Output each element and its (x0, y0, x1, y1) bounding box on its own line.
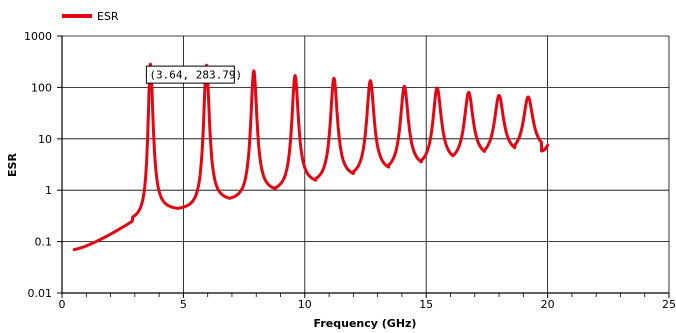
x-ticks: 0 5 10 15 20 25 (59, 298, 676, 311)
legend: ESR (62, 10, 119, 23)
y-tick-label: 1 (45, 184, 52, 197)
y-tick-label: 1000 (24, 30, 52, 43)
x-axis-title: Frequency (GHz) (314, 317, 417, 330)
y-tick-label: 10 (38, 133, 52, 146)
esr-series-line (72, 62, 550, 252)
data-point-annotation: (3.64, 283.79) (145, 65, 242, 84)
y-tick-label: 0.01 (28, 287, 53, 300)
x-tick-label: 10 (298, 298, 312, 311)
x-tick-label: 15 (419, 298, 433, 311)
axes (57, 35, 670, 298)
legend-label-esr: ESR (97, 10, 119, 23)
y-tick-label: 100 (31, 81, 52, 94)
y-ticks: 0.01 0.1 1 10 100 1000 (24, 30, 52, 300)
annotation-box (145, 65, 235, 84)
annotation-label: (3.64, 283.79) (149, 69, 242, 82)
x-tick-label: 0 (59, 298, 66, 311)
x-tick-label: 5 (180, 298, 187, 311)
x-tick-label: 25 (662, 298, 676, 311)
y-tick-label: 0.1 (35, 236, 53, 249)
x-tick-label: 20 (541, 298, 555, 311)
y-axis-title: ESR (6, 153, 19, 177)
